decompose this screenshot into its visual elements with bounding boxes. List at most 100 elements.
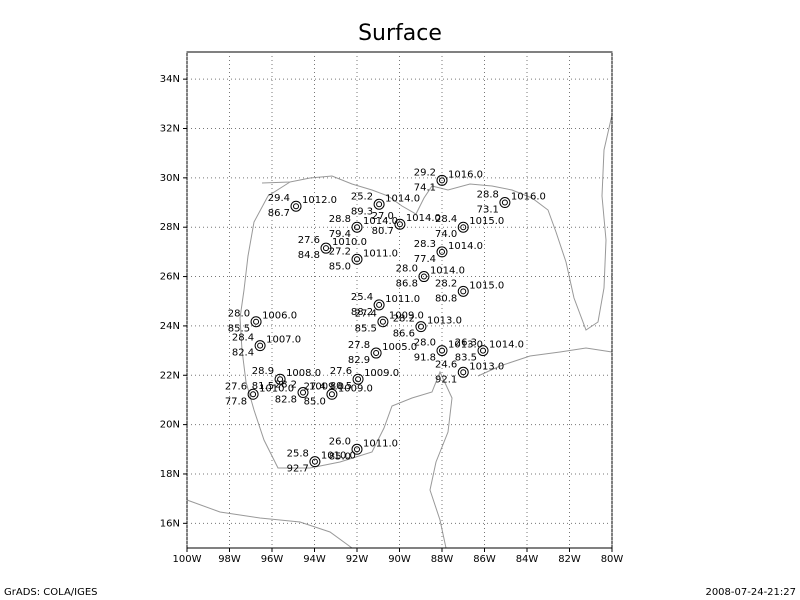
station-dewpoint: 74.1 [414,182,436,193]
station-dewpoint: 73.1 [477,205,499,216]
station-temperature: 28.9 [252,366,274,377]
station-temperature: 26.0 [329,436,351,447]
station-marker-inner [250,391,257,398]
station-dewpoint: 82.9 [348,355,370,366]
station-marker [415,321,427,333]
y-tick-label: 20N [160,420,180,431]
station-marker-inner [311,458,318,465]
station-dewpoint: 80.5 [330,381,352,392]
station-marker-inner [328,391,335,398]
station-marker [436,246,448,258]
y-tick-label: 16N [160,518,180,529]
station-temperature: 28.3 [414,239,436,250]
station-temperature: 28.8 [329,214,351,225]
station-pressure: 1009.0 [309,382,344,393]
station-marker-inner [376,301,383,308]
station-marker [436,174,448,186]
station-dewpoint: 85.0 [329,451,351,462]
y-tick-label: 22N [160,370,180,381]
footer-right: 2008-07-24-21:27 [705,587,796,598]
station-marker [477,345,489,357]
station-pressure: 1013.0 [469,361,504,372]
station-dewpoint: 77.8 [225,396,247,407]
station-marker-inner [460,288,467,295]
x-tick-label: 82W [558,554,581,565]
station-pressure: 1014.0 [448,241,483,252]
cuba-coast [477,347,613,377]
x-tick-label: 100W [173,554,202,565]
x-tick-label: 90W [388,554,411,565]
station-pressure: 1016.0 [511,192,546,203]
station-temperature: 28.2 [435,278,457,289]
station-marker-inner [354,446,360,453]
west-gulf-coast [239,181,453,549]
station-marker [274,373,286,385]
station-pressure: 1014.0 [430,266,465,277]
station-pressure: 1014.0 [363,216,398,227]
station-marker-inner [439,177,445,184]
station-pressure: 1015.0 [469,216,504,227]
station-pressure: 1013.0 [427,316,462,327]
station-marker [457,285,469,297]
station-dewpoint: 91.8 [414,353,436,364]
station-temperature: 27.0 [372,211,394,222]
station-marker-inner [460,369,467,376]
chart-title: Surface [358,21,442,46]
y-tick-label: 24N [160,321,180,332]
y-tick-label: 26N [160,272,180,283]
station-dewpoint: 77.4 [414,254,436,265]
us-mexico-coast [261,114,613,331]
station-marker [247,388,259,400]
station-dewpoint: 82.4 [232,348,254,359]
station-marker-inner [354,224,360,231]
station-marker [418,271,430,283]
station-temperature: 27.2 [329,246,351,257]
station-marker-inner [322,245,329,252]
x-tick-label: 92W [346,554,369,565]
station-pressure: 1011.0 [363,248,398,259]
station-dewpoint: 83.5 [455,353,477,364]
station-marker [352,373,364,385]
station-temperature: 24.6 [435,359,457,370]
station-temperature: 29.4 [268,193,290,204]
station-dewpoint: 86.6 [393,329,415,340]
station-pressure: 1010.0 [321,451,356,462]
coastlines [186,114,613,549]
station-marker [377,316,389,328]
station-marker-inner [439,347,445,354]
station-marker [370,347,382,359]
station-dewpoint: 85.5 [228,324,250,335]
station-temperature: 28.0 [414,338,436,349]
station-temperature: 28.8 [477,190,499,201]
station-marker [254,340,266,352]
station-marker [373,198,385,210]
station-temperature: 29.2 [414,167,436,178]
station-temperature: 28.2 [393,314,415,325]
x-tick-label: 80W [601,554,624,565]
station-pressure: 1014.0 [406,213,441,224]
station-dewpoint: 82.8 [275,395,297,406]
station-marker [320,242,332,254]
station-dewpoint: 88.2 [351,307,373,318]
x-tick-label: 96W [261,554,284,565]
station-temperature: 27.6 [298,235,320,246]
station-pressure: 1009.0 [338,383,373,394]
station-marker [351,221,363,233]
station-marker [457,366,469,378]
y-tick-label: 18N [160,469,180,480]
station-marker-inner [420,273,427,280]
station-marker [351,443,363,455]
station-pressure: 1012.0 [302,195,337,206]
station-dewpoint: 80.8 [435,293,457,304]
station-marker [457,221,469,233]
station-pressure: 1014.0 [489,340,524,351]
x-tick-label: 86W [473,554,496,565]
station-marker-inner [293,203,300,210]
station-pressure: 1005.0 [382,342,417,353]
station-marker-inner [277,376,284,383]
station-marker-inner [501,199,508,206]
x-tick-label: 84W [516,554,539,565]
station-dewpoint: 79.4 [329,229,351,240]
x-tick-label: 88W [431,554,454,565]
